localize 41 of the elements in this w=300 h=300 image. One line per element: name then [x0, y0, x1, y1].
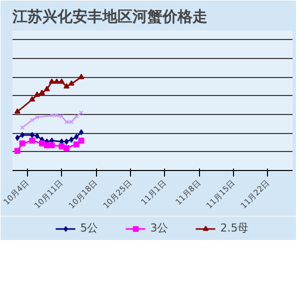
point — [19, 140, 26, 146]
point — [48, 142, 55, 148]
legend-label: 2.5母 — [220, 220, 249, 236]
point — [54, 78, 60, 84]
point — [64, 145, 70, 152]
point — [69, 136, 74, 143]
legend-label: 5公 — [80, 220, 100, 236]
chart-title: 江苏兴化安丰地区河蟹价格走 — [12, 8, 208, 26]
point — [30, 118, 34, 122]
x-tick-label: 10月4日 — [2, 178, 30, 207]
point — [15, 134, 20, 141]
point — [29, 96, 36, 102]
x-tick-label: 10月18日 — [67, 178, 100, 210]
point — [78, 74, 84, 80]
point — [34, 92, 40, 97]
point — [74, 134, 79, 140]
point — [44, 86, 50, 92]
point — [30, 132, 34, 138]
point — [74, 114, 79, 119]
x-tick-label: 11月22日 — [239, 178, 272, 210]
point — [34, 132, 40, 139]
x-tick-label: 10月11日 — [32, 178, 65, 210]
point — [29, 138, 36, 144]
legend-label: 3公 — [150, 220, 170, 236]
point — [38, 140, 45, 146]
point — [64, 138, 69, 145]
point — [78, 138, 84, 144]
point — [58, 143, 65, 150]
x-tick-label: 11月15日 — [204, 178, 237, 210]
x-tick-label: 11月8日 — [174, 178, 202, 207]
x-tick-label: 11月1日 — [139, 178, 168, 207]
point — [73, 141, 80, 148]
point — [64, 83, 70, 88]
point — [34, 115, 40, 120]
point — [14, 148, 20, 154]
point — [58, 78, 65, 84]
x-tick-label: 10月25日 — [102, 178, 134, 210]
point — [38, 90, 45, 95]
point — [68, 80, 74, 86]
point — [14, 108, 20, 114]
point — [48, 78, 55, 84]
